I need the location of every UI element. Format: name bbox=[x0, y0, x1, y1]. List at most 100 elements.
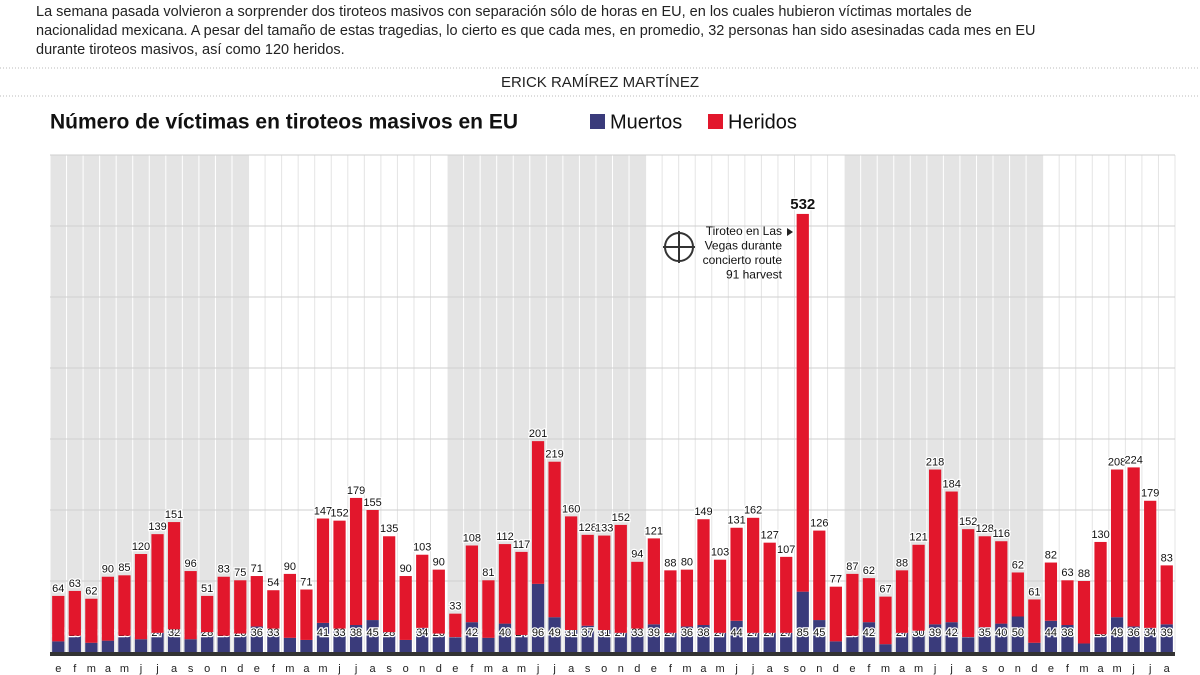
bar-segment bbox=[763, 632, 776, 652]
x-tick-label: j bbox=[1131, 663, 1134, 675]
x-tick-label: j bbox=[933, 663, 936, 675]
bar-segment bbox=[631, 561, 644, 629]
bar-segment bbox=[862, 578, 876, 623]
value-label: 179 bbox=[347, 485, 365, 497]
x-tick-label: a bbox=[370, 663, 377, 675]
bar-segment bbox=[399, 639, 412, 652]
bar-segment bbox=[52, 641, 65, 652]
bar-segment bbox=[928, 624, 942, 652]
x-tick-label: f bbox=[1066, 663, 1070, 675]
value-label: 38 bbox=[697, 627, 709, 639]
bar-segment bbox=[1110, 617, 1124, 652]
bar-segment bbox=[167, 629, 181, 652]
x-tick-label: m bbox=[120, 663, 129, 675]
value-label: 44 bbox=[1045, 627, 1057, 639]
legend-label: Heridos bbox=[728, 111, 797, 133]
bar-segment bbox=[895, 570, 909, 633]
bar-segment bbox=[531, 441, 545, 584]
bar-segment bbox=[151, 632, 164, 652]
value-label: 63 bbox=[69, 578, 81, 590]
value-label: 37 bbox=[582, 627, 594, 639]
bar-segment bbox=[333, 628, 346, 652]
value-label: 71 bbox=[251, 563, 263, 575]
legend-swatch bbox=[708, 114, 723, 129]
value-label: 117 bbox=[513, 539, 531, 551]
bar-segment bbox=[267, 590, 280, 629]
intro-text: La semana pasada volvieron a sorprender … bbox=[36, 4, 1036, 58]
bar-segment bbox=[978, 536, 991, 628]
bar-segment bbox=[515, 634, 528, 652]
bar-segment bbox=[581, 534, 594, 626]
x-tick-label: s bbox=[783, 663, 789, 675]
value-label: 131 bbox=[727, 515, 745, 527]
x-tick-label: j bbox=[734, 663, 737, 675]
value-label: 139 bbox=[148, 521, 166, 533]
bar-segment bbox=[101, 640, 115, 652]
bar-segment bbox=[68, 590, 81, 636]
bar-segment bbox=[1144, 627, 1157, 652]
bar-segment bbox=[217, 635, 230, 652]
value-label: 36 bbox=[251, 627, 263, 639]
value-label: 80 bbox=[681, 557, 693, 569]
bar-segment bbox=[1061, 625, 1074, 652]
x-tick-label: j bbox=[139, 663, 142, 675]
value-label: 179 bbox=[1141, 488, 1159, 500]
value-label: 82 bbox=[1045, 549, 1057, 561]
bar-segment bbox=[498, 544, 512, 624]
x-tick-label: o bbox=[601, 663, 607, 675]
bar-segment bbox=[383, 632, 396, 652]
value-label: 33 bbox=[631, 627, 643, 639]
value-label: 96 bbox=[185, 558, 197, 570]
value-label: 112 bbox=[496, 531, 514, 543]
x-tick-label: d bbox=[237, 663, 243, 675]
value-label: 116 bbox=[993, 528, 1011, 540]
x-tick-label: f bbox=[73, 663, 77, 675]
bar-segment bbox=[879, 644, 892, 652]
bar-segment bbox=[267, 628, 280, 652]
annotation: concierto route bbox=[703, 253, 783, 267]
legend-swatch bbox=[590, 114, 605, 129]
bar-segment bbox=[862, 622, 876, 652]
value-label: 184 bbox=[942, 478, 960, 490]
x-tick-label: n bbox=[816, 663, 822, 675]
bar-segment bbox=[813, 620, 826, 652]
value-label: 121 bbox=[645, 525, 663, 537]
bar-segment bbox=[68, 635, 81, 652]
x-tick-label: s bbox=[386, 663, 392, 675]
x-tick-label: d bbox=[436, 663, 442, 675]
bar-segment bbox=[416, 554, 429, 628]
value-label: 45 bbox=[813, 627, 825, 639]
x-tick-label: f bbox=[669, 663, 673, 675]
bar-segment bbox=[1094, 541, 1107, 635]
x-tick-label: f bbox=[867, 663, 871, 675]
bar-segment bbox=[432, 633, 445, 652]
x-tick-label: a bbox=[700, 663, 707, 675]
x-tick-label: m bbox=[87, 663, 96, 675]
x-tick-label: n bbox=[1015, 663, 1021, 675]
bar-segment bbox=[349, 497, 363, 626]
bar-segment bbox=[796, 213, 809, 592]
x-tick-label: s bbox=[982, 663, 988, 675]
bar-segment bbox=[1144, 500, 1157, 628]
bar-segment bbox=[945, 622, 958, 652]
bar-segment bbox=[300, 639, 313, 652]
bar-segment bbox=[1061, 580, 1074, 626]
value-label: 36 bbox=[681, 627, 693, 639]
x-tick-label: j bbox=[155, 663, 158, 675]
bar-segment bbox=[217, 576, 230, 636]
value-label: 87 bbox=[846, 561, 858, 573]
bar-segment bbox=[416, 627, 429, 652]
value-label: 39 bbox=[648, 627, 660, 639]
bar-segment bbox=[829, 641, 842, 652]
value-label: 35 bbox=[979, 627, 991, 639]
x-tick-label: a bbox=[899, 663, 906, 675]
chart-title: Número de víctimas en tiroteos masivos e… bbox=[50, 111, 518, 134]
x-tick-label: a bbox=[1164, 663, 1171, 675]
value-label: 38 bbox=[1061, 627, 1073, 639]
x-tick-label: e bbox=[651, 663, 657, 675]
bar-segment bbox=[482, 637, 495, 652]
bar-segment bbox=[747, 517, 760, 633]
bar-segment bbox=[349, 625, 363, 652]
value-label: 88 bbox=[896, 557, 908, 569]
x-tick-label: e bbox=[254, 663, 260, 675]
